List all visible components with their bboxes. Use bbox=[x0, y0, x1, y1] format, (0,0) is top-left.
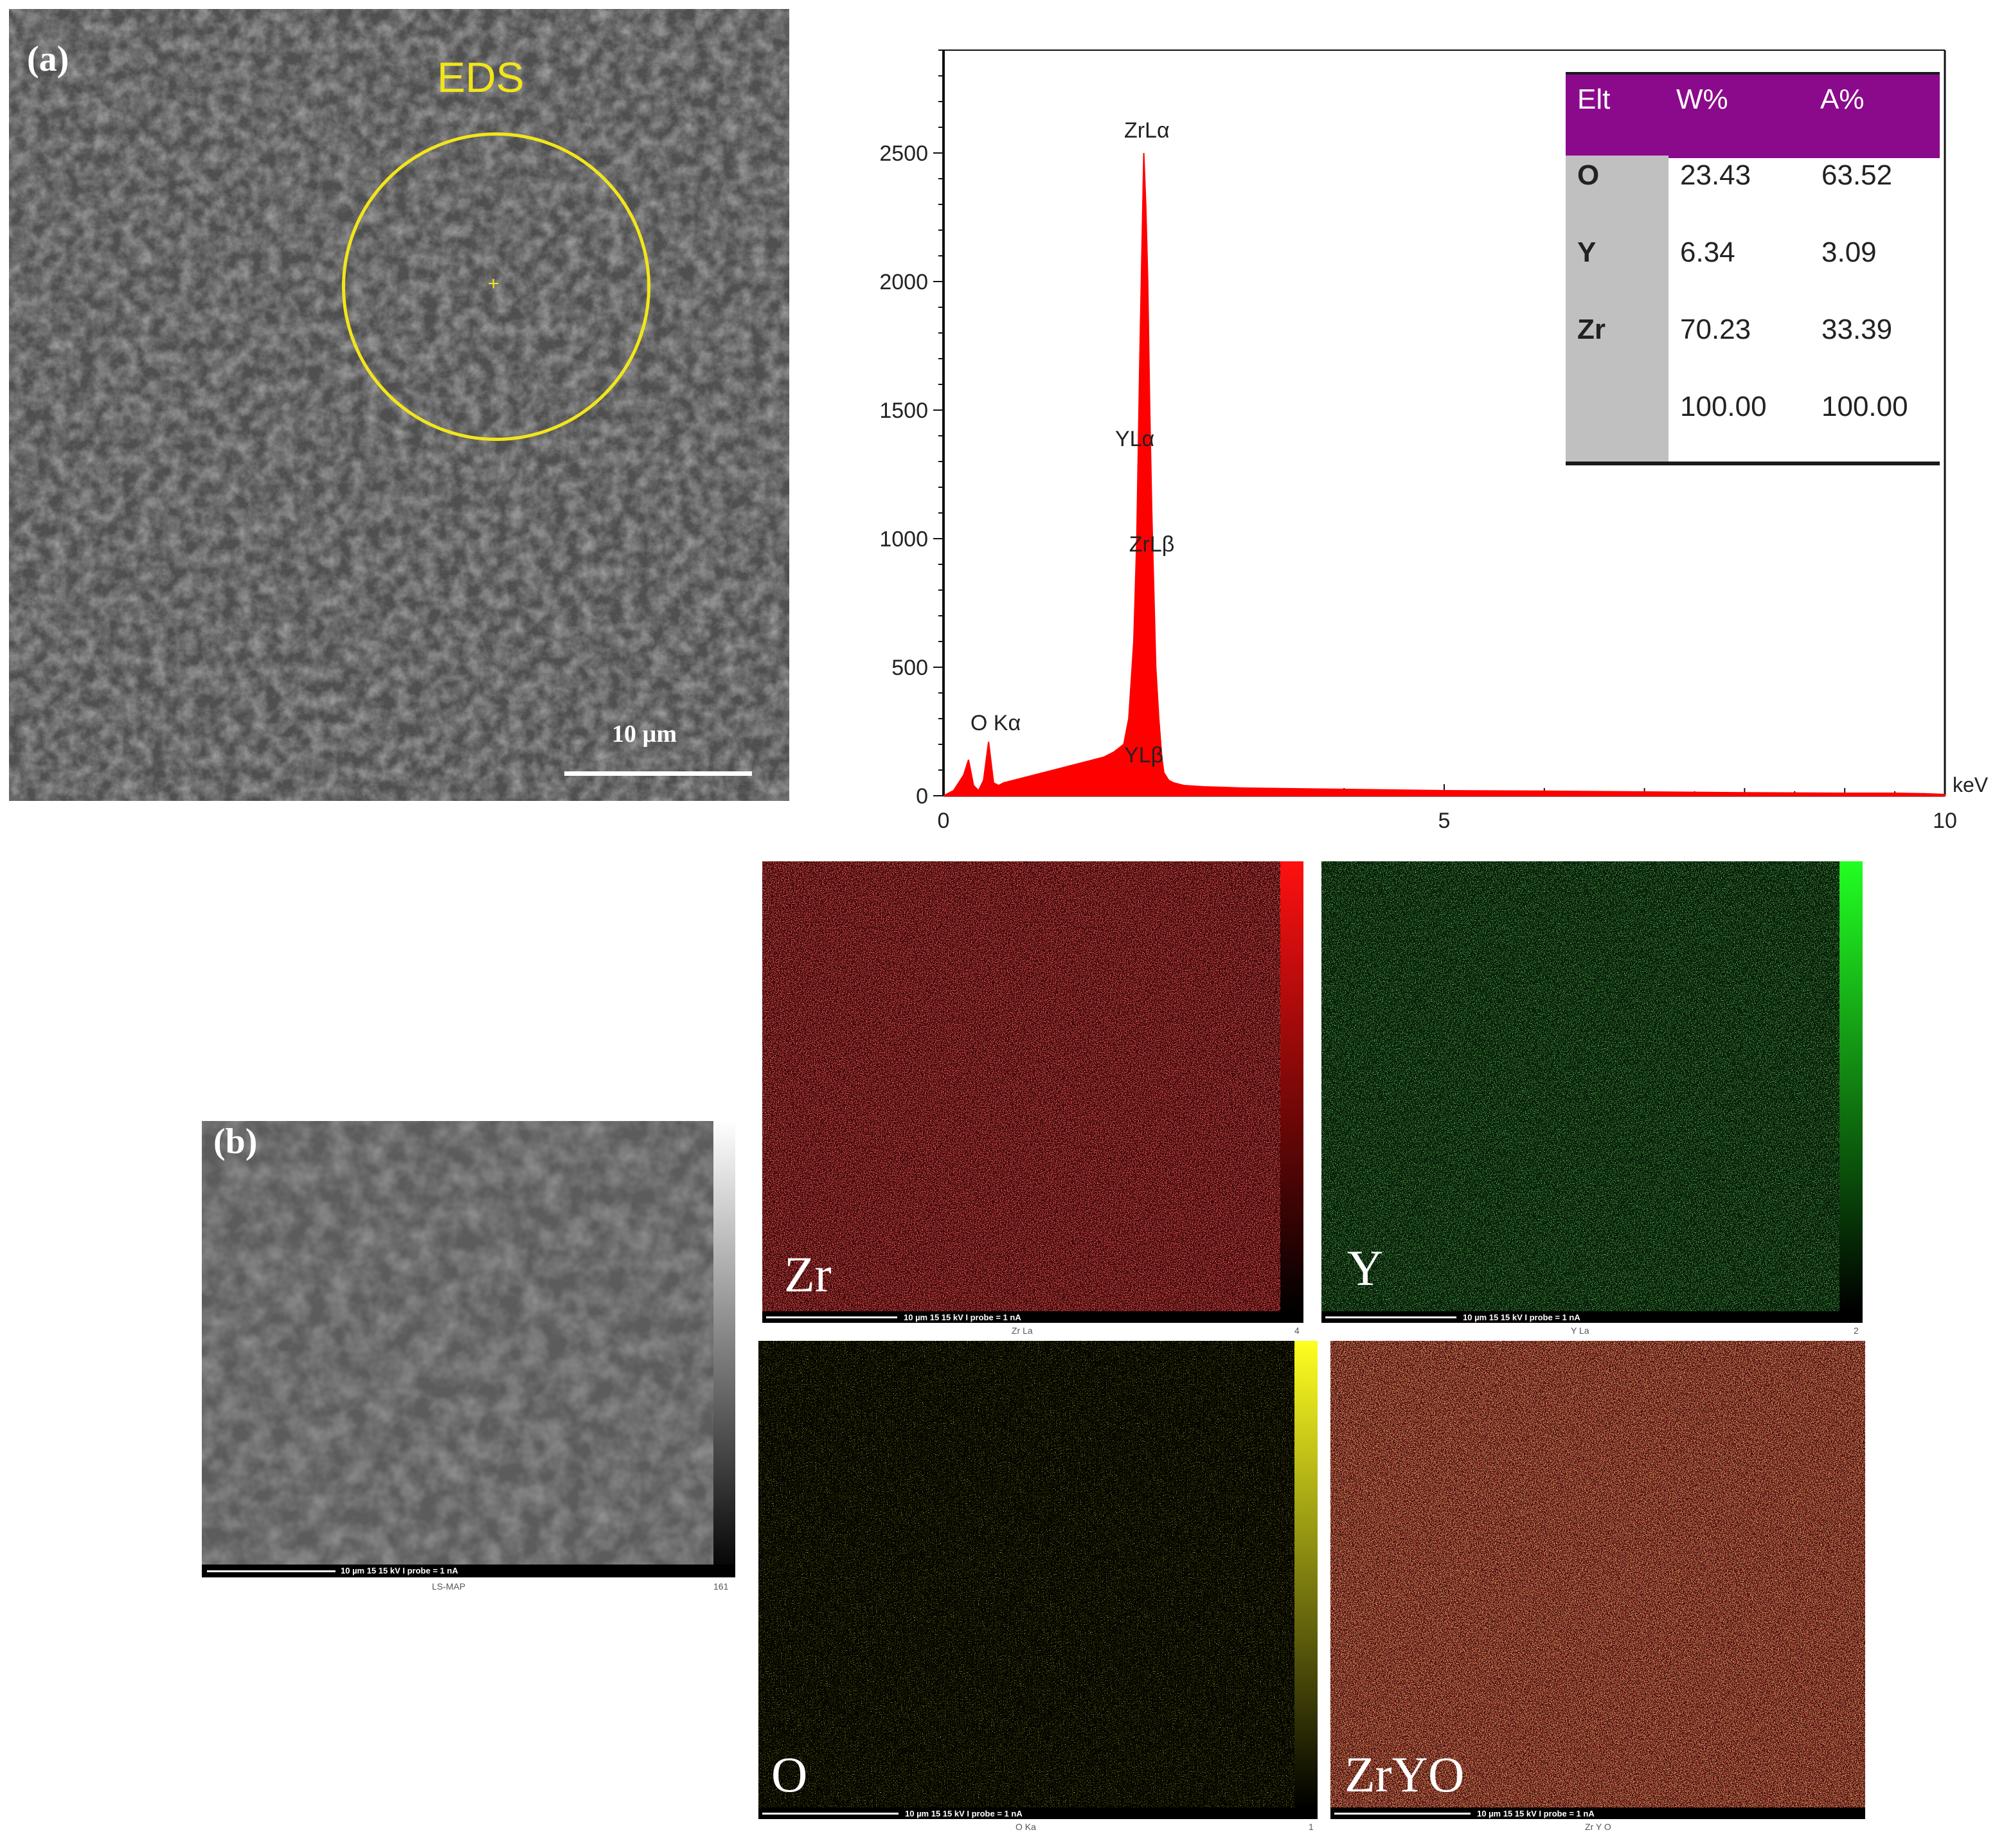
map-y-footer bbox=[1321, 1311, 1863, 1323]
sem-texture-b bbox=[202, 1121, 713, 1565]
scale-bar-label-a: 10 µm bbox=[612, 721, 677, 748]
header-atomic: A% bbox=[1820, 84, 1865, 115]
map-y-colorbar bbox=[1839, 861, 1863, 1311]
map-footer-b bbox=[202, 1565, 735, 1577]
map-y-footer-scale bbox=[1325, 1316, 1456, 1318]
grayscale-bar-b bbox=[713, 1121, 735, 1577]
map-o-max: 1 bbox=[1309, 1822, 1314, 1832]
x-axis-label: keV bbox=[1953, 773, 1989, 796]
map-max-b: 161 bbox=[713, 1581, 729, 1592]
map-footer-text-b: 10 µm 15 15 kV I probe = 1 nA bbox=[341, 1566, 458, 1575]
map-o-colorbar bbox=[1294, 1341, 1318, 1808]
peak-label: ZrLβ bbox=[1129, 532, 1175, 557]
map-o-caption: O Ka bbox=[1015, 1822, 1036, 1832]
peak-label: YLβ bbox=[1124, 743, 1163, 767]
row-1-atomic: 3.09 bbox=[1821, 237, 1877, 268]
table-element-column bbox=[1566, 156, 1669, 463]
x-tick-label: 10 bbox=[1933, 809, 1957, 833]
map-y-dots bbox=[1321, 861, 1839, 1311]
eds-composition-table: Elt W% A% O 23.43 63.52 Y 6.34 3.09 Zr 7… bbox=[1566, 72, 1940, 465]
map-zryo-label: ZrYO bbox=[1345, 1746, 1465, 1802]
x-tick-label: 0 bbox=[938, 809, 950, 833]
map-y-caption: Y La bbox=[1571, 1325, 1589, 1336]
eds-region-label: EDS bbox=[437, 53, 524, 101]
y-tick-label: 500 bbox=[891, 656, 928, 680]
map-footer-scale-b bbox=[207, 1570, 336, 1572]
map-zryo-dots bbox=[1330, 1341, 1865, 1808]
scale-bar-a bbox=[564, 771, 752, 776]
row-total-atomic: 100.00 bbox=[1821, 391, 1908, 422]
map-zr-footer-scale bbox=[766, 1316, 897, 1318]
peak-label: ZrLα bbox=[1124, 118, 1170, 143]
y-tick-label: 1000 bbox=[879, 527, 928, 552]
row-2-element: Zr bbox=[1577, 314, 1606, 345]
map-zryo bbox=[1330, 1341, 1865, 1808]
header-weight: W% bbox=[1676, 84, 1728, 115]
map-o-footer bbox=[758, 1808, 1318, 1819]
map-zryo-footer bbox=[1330, 1808, 1865, 1819]
map-zr-colorbar bbox=[1280, 861, 1303, 1311]
peak-label: O Kα bbox=[971, 711, 1021, 735]
map-zr-label: Zr bbox=[784, 1246, 832, 1302]
table-bottom-rule bbox=[1566, 462, 1940, 465]
map-o-footer-scale bbox=[762, 1813, 899, 1815]
eds-region-circle bbox=[342, 132, 650, 441]
header-element: Elt bbox=[1577, 84, 1611, 115]
y-tick-label: 2000 bbox=[879, 270, 928, 294]
row-2-atomic: 33.39 bbox=[1821, 314, 1893, 345]
map-zryo-caption: Zr Y O bbox=[1585, 1822, 1611, 1832]
chart-annotations: ZrLα YLα ZrLβ O Kα YLβ bbox=[971, 118, 1174, 767]
table-header: Elt W% A% bbox=[1566, 72, 1940, 158]
row-0-element: O bbox=[1577, 159, 1600, 191]
map-zr-dots bbox=[762, 861, 1280, 1311]
map-zr bbox=[762, 861, 1280, 1311]
eds-center-marker: + bbox=[488, 273, 499, 294]
row-0-atomic: 63.52 bbox=[1821, 159, 1893, 191]
sem-image-b bbox=[202, 1121, 713, 1565]
row-1-weight: 6.34 bbox=[1680, 237, 1735, 268]
map-zr-footer bbox=[762, 1311, 1303, 1323]
map-y bbox=[1321, 861, 1839, 1311]
y-tick-label: 1500 bbox=[879, 399, 928, 423]
eds-spectrum-chart: 0 500 1000 1500 2000 2500 0 5 10 keV ZrLα YLα ZrLβ O… bbox=[879, 49, 1989, 833]
map-y-label: Y bbox=[1347, 1240, 1384, 1296]
map-zr-caption: Zr La bbox=[1012, 1325, 1033, 1336]
map-o-dots bbox=[758, 1341, 1294, 1808]
x-tick-label: 5 bbox=[1438, 809, 1451, 833]
chart-series bbox=[943, 152, 1946, 796]
map-y-footer-text: 10 µm 15 15 kV I probe = 1 nA bbox=[1463, 1313, 1580, 1322]
map-zryo-footer-text: 10 µm 15 15 kV I probe = 1 nA bbox=[1477, 1809, 1595, 1818]
panel-a-label: (a) bbox=[27, 39, 69, 79]
map-zryo-footer-scale bbox=[1334, 1813, 1471, 1815]
map-caption-b: LS-MAP bbox=[432, 1581, 466, 1592]
map-o bbox=[758, 1341, 1294, 1808]
y-tick-label: 0 bbox=[916, 784, 928, 809]
map-y-max: 2 bbox=[1854, 1325, 1859, 1336]
y-tick-label: 2500 bbox=[879, 141, 928, 166]
map-o-footer-text: 10 µm 15 15 kV I probe = 1 nA bbox=[905, 1809, 1023, 1818]
peak-label: YLα bbox=[1115, 427, 1154, 451]
panel-b-label: (b) bbox=[213, 1122, 258, 1162]
map-zr-footer-text: 10 µm 15 15 kV I probe = 1 nA bbox=[904, 1313, 1021, 1322]
row-1-element: Y bbox=[1577, 237, 1597, 268]
row-total-weight: 100.00 bbox=[1680, 391, 1767, 422]
spectrum-series-0 bbox=[943, 152, 1946, 796]
row-0-weight: 23.43 bbox=[1680, 159, 1751, 191]
map-zr-max: 4 bbox=[1294, 1325, 1300, 1336]
row-2-weight: 70.23 bbox=[1680, 314, 1751, 345]
map-o-label: O bbox=[771, 1746, 808, 1802]
